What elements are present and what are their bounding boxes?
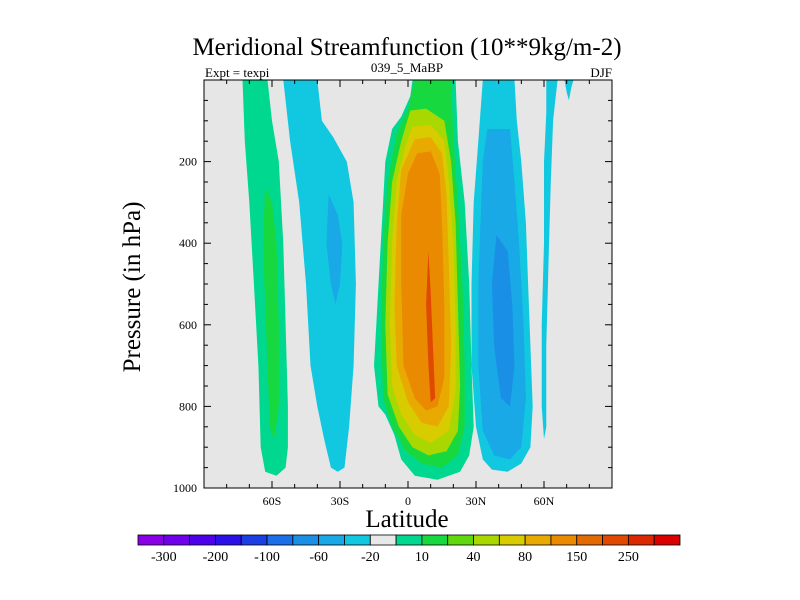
x-tick-label: 0 — [405, 494, 411, 508]
colorbar-label: -100 — [254, 550, 280, 565]
colorbar-swatch — [627, 534, 655, 546]
y-tick-label: 800 — [179, 399, 197, 413]
x-tick-label: 30N — [466, 494, 487, 508]
colorbar-label: 150 — [566, 550, 587, 565]
colorbar-swatch — [524, 534, 552, 546]
y-tick-label: 400 — [179, 236, 197, 250]
colorbar-swatch — [344, 534, 371, 546]
colorbar: -300 -200 -100 -60 -20 10 40 80 150 250 — [137, 534, 681, 565]
colorbar-swatch — [576, 534, 603, 546]
experiment-label: Expt = texpi — [205, 65, 270, 80]
colorbar-swatch — [292, 534, 320, 546]
colorbar-swatch — [653, 534, 681, 546]
x-tick-label: 60S — [263, 494, 282, 508]
colorbar-swatch — [369, 534, 397, 546]
plot-area: 60S 30S 0 30N 60N 200 400 600 800 1000 — [173, 79, 613, 508]
colorbar-label: -300 — [151, 550, 177, 565]
chart-title: Meridional Streamfunction (10**9kg/m-2) — [192, 34, 621, 61]
colorbar-swatch — [421, 534, 449, 546]
y-tick-label: 200 — [179, 155, 197, 169]
axis-ticks: 60S 30S 0 30N 60N 200 400 600 800 1000 — [173, 80, 612, 508]
contour-sh-ferrel-cell-core — [326, 194, 343, 305]
colorbar-label: 80 — [518, 550, 532, 565]
colorbar-swatch — [498, 534, 526, 546]
contour-nh-top-sliver — [564, 80, 574, 101]
x-axis-label: Latitude — [365, 506, 448, 533]
colorbar-label: -200 — [203, 550, 229, 565]
contour-nh-ferrel-cell-core — [491, 235, 515, 407]
x-tick-label: 60N — [534, 494, 555, 508]
y-tick-label: 600 — [179, 318, 197, 332]
y-axis-label: Pressure (in hPa) — [119, 202, 146, 373]
colorbar-swatch — [447, 534, 474, 546]
colorbar-swatch — [189, 534, 216, 546]
y-tick-label: 1000 — [173, 481, 197, 495]
contour-fills — [242, 80, 574, 480]
colorbar-swatch — [395, 534, 423, 546]
contour-hadley-cell-core-300 — [426, 251, 436, 403]
colorbar-swatch — [602, 534, 629, 546]
colorbar-label: -20 — [361, 550, 380, 565]
colorbar-swatch — [550, 534, 578, 546]
colorbar-swatch — [318, 534, 345, 546]
contour-nh-polar-cell-tongue — [541, 80, 558, 439]
contour-sh-ferrel-cell-negative — [283, 80, 356, 472]
contour-hadley-cell-200 — [401, 151, 445, 411]
colorbar-swatch — [137, 534, 165, 546]
colorbar-label: 250 — [618, 550, 639, 565]
case-subtitle: 039_5_MaBP — [371, 60, 443, 75]
colorbar-swatch — [266, 534, 294, 546]
colorbar-label: -60 — [309, 550, 328, 565]
season-label: DJF — [590, 65, 612, 80]
colorbar-swatch — [473, 534, 500, 546]
contour-sh-polar-cell-core — [262, 186, 279, 439]
colorbar-label: 40 — [467, 550, 481, 565]
colorbar-swatch — [240, 534, 268, 546]
colorbar-label: 10 — [415, 550, 429, 565]
colorbar-swatch — [163, 534, 191, 546]
colorbar-swatch — [215, 534, 242, 546]
x-tick-label: 30S — [331, 494, 350, 508]
